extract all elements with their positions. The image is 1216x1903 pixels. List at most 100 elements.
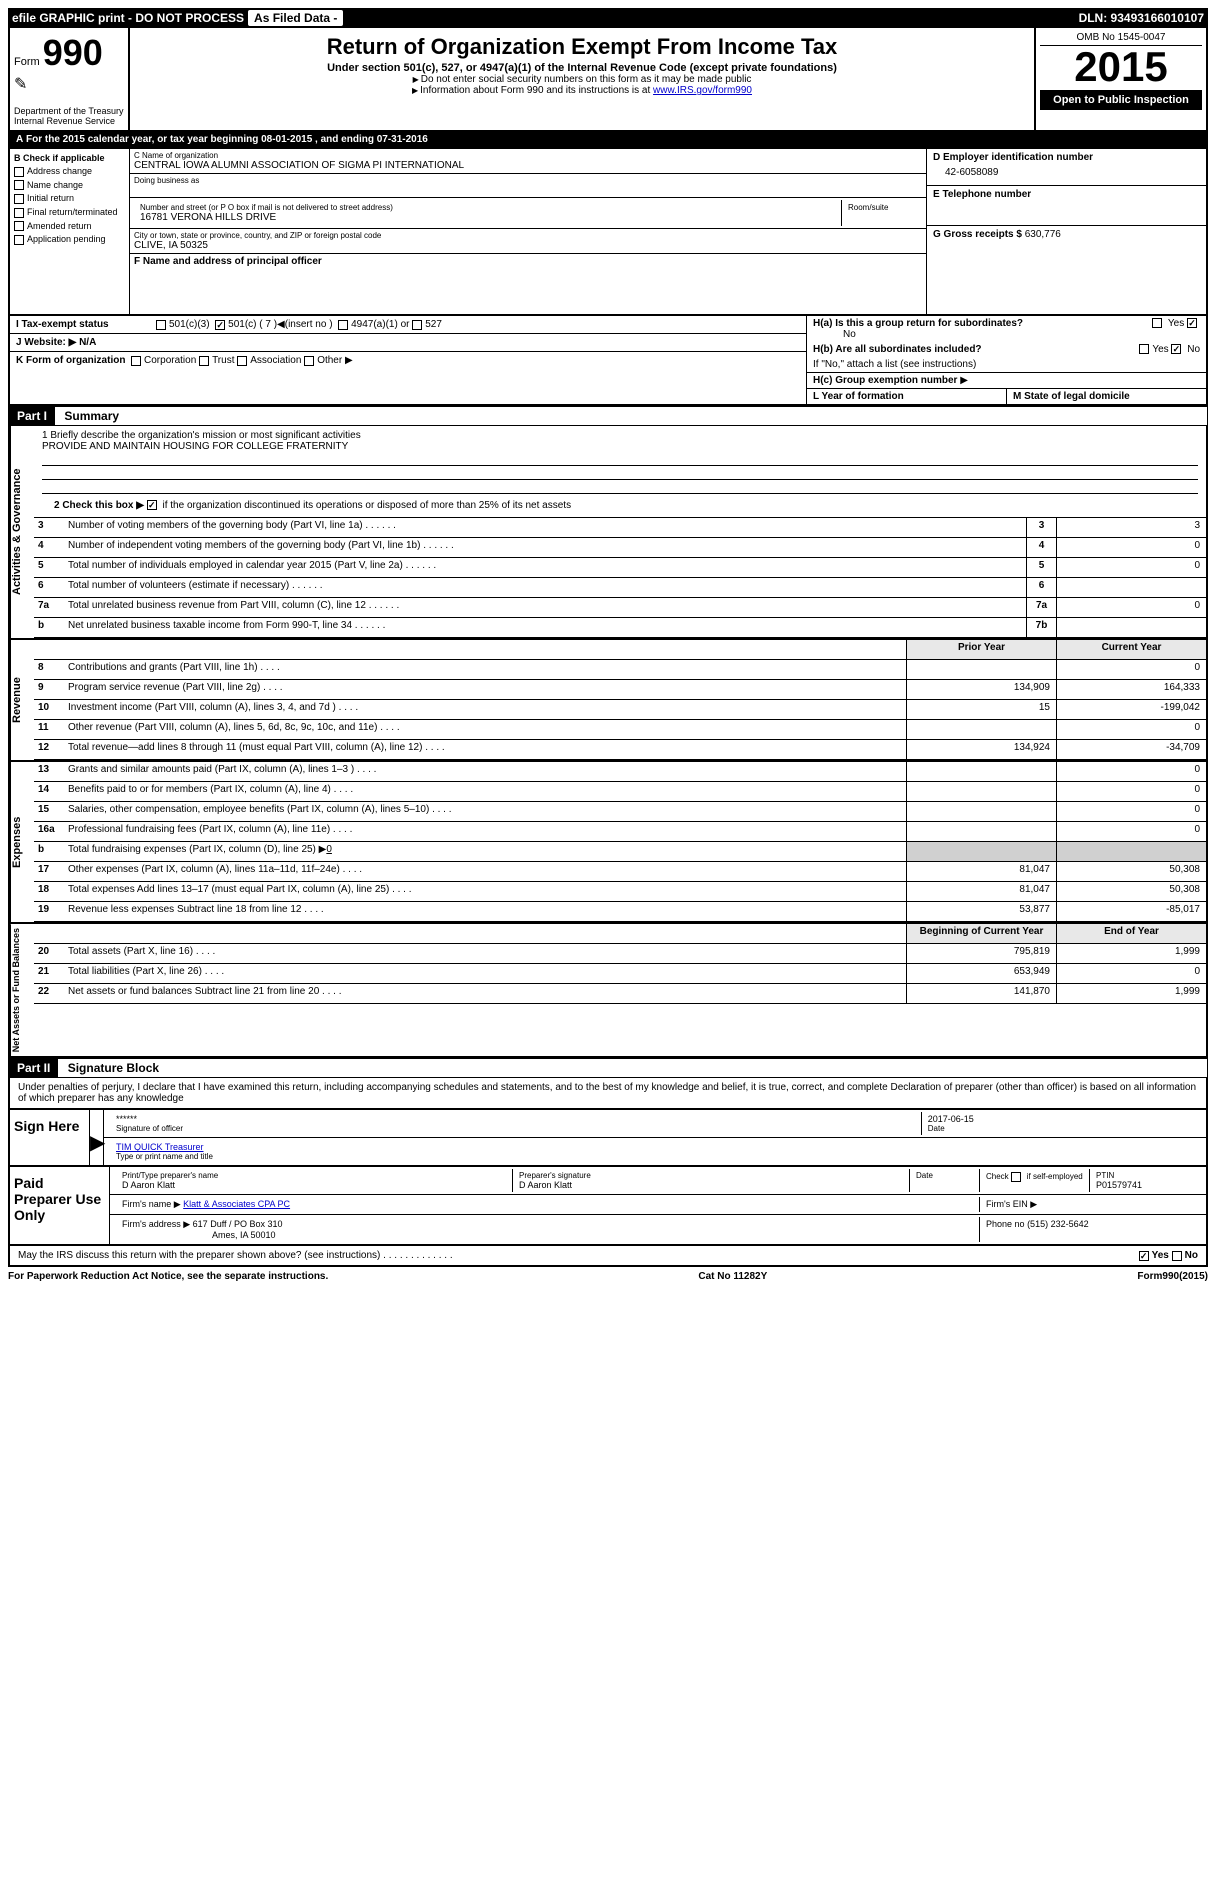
check-assoc[interactable] xyxy=(237,356,247,366)
data-row: 19Revenue less expenses Subtract line 18… xyxy=(34,902,1206,922)
check-name[interactable] xyxy=(14,180,24,190)
col-end: End of Year xyxy=(1056,924,1206,943)
main-info: C Name of organization CENTRAL IOWA ALUM… xyxy=(130,149,926,314)
org-addr: 16781 VERONA HILLS DRIVE xyxy=(140,212,835,223)
g-value: 630,776 xyxy=(1025,229,1061,240)
signer-name-link[interactable]: TIM QUICK Treasurer xyxy=(116,1142,204,1152)
paid-preparer-block: Paid Preparer Use Only Print/Type prepar… xyxy=(8,1167,1208,1246)
hb-no-check[interactable] xyxy=(1171,344,1181,354)
4947-label: 4947(a)(1) or xyxy=(351,319,409,330)
header-sub3: Information about Form 990 and its instr… xyxy=(420,85,653,96)
l-label: L Year of formation xyxy=(813,391,904,402)
header-left: Form 990 ✎ Department of the Treasury In… xyxy=(10,28,130,130)
part2-title: Signature Block xyxy=(62,1059,165,1077)
ptin-label: PTIN xyxy=(1096,1171,1194,1180)
data-row: 9Program service revenue (Part VIII, lin… xyxy=(34,680,1206,700)
check-address-label: Address change xyxy=(27,166,92,176)
firm-name-link[interactable]: Klatt & Associates CPA PC xyxy=(183,1199,290,1209)
prep-date-label: Date xyxy=(916,1171,973,1180)
other-label: Other ▶ xyxy=(317,355,352,366)
ha-yes-check[interactable] xyxy=(1152,318,1162,328)
q1-label: 1 Briefly describe the organization's mi… xyxy=(42,430,1198,441)
page-footer: For Paperwork Reduction Act Notice, see … xyxy=(8,1267,1208,1286)
gov-row: 6Total number of volunteers (estimate if… xyxy=(34,578,1206,598)
part1-bar: Part I Summary xyxy=(8,406,1208,426)
addr-label: Number and street (or P O box if mail is… xyxy=(140,203,835,212)
check-trust[interactable] xyxy=(199,356,209,366)
b-label: B Check if applicable xyxy=(14,153,125,163)
print-name: D Aaron Klatt xyxy=(122,1180,506,1190)
data-row: 11Other revenue (Part VIII, column (A), … xyxy=(34,720,1206,740)
check-other[interactable] xyxy=(304,356,314,366)
ha-label: H(a) Is this a group return for subordin… xyxy=(813,318,1023,329)
dept-label: Department of the Treasury xyxy=(14,106,124,116)
irs-link[interactable]: www.IRS.gov/form990 xyxy=(653,85,752,96)
data-row: bTotal fundraising expenses (Part IX, co… xyxy=(34,842,1206,862)
q2-prefix: 2 Check this box ▶ xyxy=(54,500,144,511)
prep-sig-name: D Aaron Klatt xyxy=(519,1180,903,1190)
revenue-section: Revenue Prior Year Current Year 8Contrib… xyxy=(8,640,1208,762)
j-website: J Website: ▶ N/A xyxy=(16,337,96,348)
firm-addr-label: Firm's address ▶ xyxy=(122,1219,190,1229)
firm-addr: 617 Duff / PO Box 310 xyxy=(193,1219,283,1229)
data-row: 10Investment income (Part VIII, column (… xyxy=(34,700,1206,720)
a-text: For the 2015 calendar year, or tax year … xyxy=(26,134,312,145)
vert-netassets: Net Assets or Fund Balances xyxy=(10,924,34,1056)
hb-yes-check[interactable] xyxy=(1139,344,1149,354)
data-row: 16aProfessional fundraising fees (Part I… xyxy=(34,822,1206,842)
data-row: 18Total expenses Add lines 13–17 (must e… xyxy=(34,882,1206,902)
q2-check[interactable] xyxy=(147,500,157,510)
dba-label: Doing business as xyxy=(134,176,922,185)
check-527[interactable] xyxy=(412,320,422,330)
activities-governance: Activities & Governance 1 Briefly descri… xyxy=(8,426,1208,640)
check-app-label: Application pending xyxy=(27,234,106,244)
self-emp-check[interactable] xyxy=(1011,1172,1021,1182)
sign-stars: ****** xyxy=(116,1114,915,1124)
print-label: Print/Type preparer's name xyxy=(122,1171,506,1180)
corp-label: Corporation xyxy=(144,355,196,366)
phone-label: Phone no xyxy=(986,1219,1025,1229)
check-amended[interactable] xyxy=(14,221,24,231)
trust-label: Trust xyxy=(212,355,234,366)
discuss-yes-check[interactable] xyxy=(1139,1251,1149,1261)
ha-no-check[interactable] xyxy=(1187,318,1197,328)
k-label: K Form of organization xyxy=(16,355,125,366)
form-prefix: Form xyxy=(14,56,40,68)
c-label: C Name of organization xyxy=(134,151,922,160)
a-line: A For the 2015 calendar year, or tax yea… xyxy=(8,132,1208,149)
footer-mid: Cat No 11282Y xyxy=(698,1271,767,1282)
a-mid: , and ending 07-31-2016 xyxy=(315,134,428,145)
perjury-text: Under penalties of perjury, I declare th… xyxy=(8,1078,1208,1110)
sign-arrow-icon: ▶ xyxy=(90,1110,104,1165)
check-initial[interactable] xyxy=(14,194,24,204)
firm-ein-label: Firm's EIN ▶ xyxy=(986,1199,1037,1209)
footer-right: Form990(2015) xyxy=(1137,1271,1208,1282)
sign-block: Sign Here ▶ ****** Signature of officer … xyxy=(8,1110,1208,1167)
footer-left: For Paperwork Reduction Act Notice, see … xyxy=(8,1271,328,1282)
f-label: F Name and address of principal officer xyxy=(134,256,922,267)
data-row: 21Total liabilities (Part X, line 26) . … xyxy=(34,964,1206,984)
check-address[interactable] xyxy=(14,167,24,177)
data-row: 20Total assets (Part X, line 16) . . . .… xyxy=(34,944,1206,964)
form-title: Return of Organization Exempt From Incom… xyxy=(134,34,1030,60)
insert-label: (insert no ) xyxy=(285,319,333,330)
check-501c[interactable] xyxy=(215,320,225,330)
col-begin: Beginning of Current Year xyxy=(906,924,1056,943)
discuss-row: May the IRS discuss this return with the… xyxy=(8,1246,1208,1267)
header-right: OMB No 1545-0047 2015 Open to Public Ins… xyxy=(1036,28,1206,130)
check-final[interactable] xyxy=(14,208,24,218)
g-label: G Gross receipts $ xyxy=(933,229,1022,240)
check-4947[interactable] xyxy=(338,320,348,330)
netassets-section: Net Assets or Fund Balances Beginning of… xyxy=(8,924,1208,1058)
form-number: 990 xyxy=(43,32,103,73)
check-app[interactable] xyxy=(14,235,24,245)
self-emp-label: if self-employed xyxy=(1027,1172,1083,1181)
firm-name-label: Firm's name ▶ xyxy=(122,1199,181,1209)
check-corp[interactable] xyxy=(131,356,141,366)
ha-no: No xyxy=(813,329,856,340)
check-501c3[interactable] xyxy=(156,320,166,330)
discuss-no-check[interactable] xyxy=(1172,1251,1182,1261)
open-inspection: Open to Public Inspection xyxy=(1040,90,1202,110)
header-mid: Return of Organization Exempt From Incom… xyxy=(130,28,1036,130)
sign-here-label: Sign Here xyxy=(10,1110,90,1165)
